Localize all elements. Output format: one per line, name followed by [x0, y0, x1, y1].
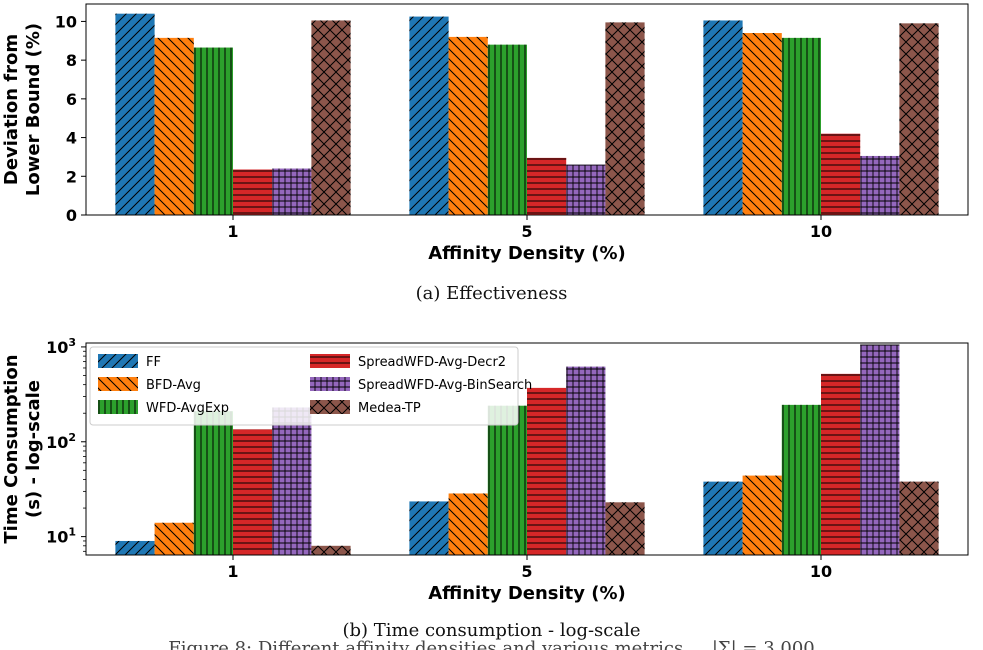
legend-entry-spreadwfd-avg-decr2: SpreadWFD-Avg-Decr2: [310, 354, 506, 370]
x-tick-label: 5: [521, 222, 532, 241]
figure-caption-partial: Figure 8: Different affinity densities a…: [168, 638, 815, 650]
legend-entry-bfd-avg: BFD-Avg: [98, 377, 201, 393]
y-tick-label: 101: [46, 526, 76, 547]
y-axis-label: (s) - log-scale: [23, 380, 44, 518]
bar-spreadwfd-avg-binsearch-5: [566, 366, 606, 555]
bar-medea-tp-10: [899, 481, 939, 555]
y-tick-label: 102: [46, 431, 76, 452]
bar-spreadwfd-avg-binsearch-1: [272, 407, 312, 555]
legend-label: WFD-AvgExp: [146, 401, 229, 416]
legend-entry-ff: FF: [98, 354, 161, 370]
bar-bfd-avg-5: [448, 493, 488, 555]
bar-ff-5: [409, 501, 449, 555]
y-tick-label: 4: [66, 129, 77, 148]
legend-label: FF: [146, 355, 161, 370]
effectiveness-chart: 0 2 4 6 8 10 1 5 10 Affinity Density (%) Deviation…: [1, 3, 969, 264]
bar-ff-10: [703, 481, 743, 555]
bar-medea-tp-5: [605, 22, 645, 215]
bar-spreadwfd-avg-binsearch-5: [566, 164, 606, 215]
x-tick-label: 1: [227, 562, 238, 581]
legend-label: Medea-TP: [358, 401, 421, 416]
bar-spreadwfd-avg-decr2-1: [233, 169, 273, 215]
bar-wfd-avgexp-5: [487, 405, 527, 555]
bar-spreadwfd-avg-binsearch-10: [860, 344, 900, 555]
bar-bfd-avg-5: [448, 36, 488, 215]
bar-medea-tp-5: [605, 502, 645, 555]
x-axis-label: Affinity Density (%): [428, 583, 626, 604]
bar-spreadwfd-avg-decr2-10: [821, 373, 861, 555]
bar-wfd-avgexp-10: [781, 37, 821, 216]
bar-ff-1: [115, 540, 155, 555]
x-tick-label: 1: [227, 222, 238, 241]
caption-time-consumption: (b) Time consumption - log-scale: [342, 620, 641, 641]
legend-label: SpreadWFD-Avg-Decr2: [358, 355, 506, 370]
y-axis-label: Time Consumption: [1, 354, 22, 543]
bar-ff-1: [115, 13, 155, 216]
bar-bfd-avg-1: [154, 37, 194, 216]
bar-spreadwfd-avg-decr2-5: [527, 157, 567, 215]
time-consumption-chart: 101 102 103 1 5 10 Affinity Density (%) Time Co…: [1, 336, 969, 604]
x-axis-label: Affinity Density (%): [428, 243, 626, 264]
legend: FF BFD-Avg WFD-AvgExp SpreadWFD-Avg-Decr2 Sp…: [89, 346, 532, 426]
y-tick-label: 2: [66, 167, 77, 186]
x-tick-label: 10: [810, 222, 832, 241]
bar-medea-tp-1: [311, 20, 351, 215]
bar-ff-5: [409, 16, 449, 216]
bar-wfd-avgexp-10: [781, 404, 821, 555]
bar-bfd-avg-10: [742, 33, 782, 215]
x-tick-label: 5: [521, 562, 532, 581]
bar-medea-tp-1: [311, 545, 351, 555]
y-axis-label: Lower Bound (%): [23, 23, 44, 196]
bar-spreadwfd-avg-binsearch-10: [860, 155, 900, 215]
y-tick-label: 6: [66, 90, 77, 109]
legend-entry-medea-tp: Medea-TP: [310, 400, 421, 416]
legend-entry-wfd-avgexp: WFD-AvgExp: [98, 400, 229, 416]
bar-ff-10: [703, 20, 743, 215]
bar-wfd-avgexp-1: [193, 47, 233, 215]
y-tick-label: 8: [66, 51, 77, 70]
legend-label: BFD-Avg: [146, 378, 201, 393]
bar-spreadwfd-avg-decr2-1: [233, 429, 273, 555]
caption-effectiveness: (a) Effectiveness: [415, 283, 568, 304]
bar-bfd-avg-1: [154, 522, 194, 555]
y-tick-label: 0: [66, 206, 77, 225]
y-tick-label: 10: [55, 12, 77, 31]
legend-entry-spreadwfd-avg-binsearch: SpreadWFD-Avg-BinSearch: [310, 377, 532, 393]
y-axis-label: Deviation from: [1, 34, 22, 185]
bar-spreadwfd-avg-decr2-10: [821, 133, 861, 215]
legend-label: SpreadWFD-Avg-BinSearch: [358, 378, 532, 393]
bar-wfd-avgexp-5: [487, 44, 527, 216]
bar-spreadwfd-avg-binsearch-1: [272, 168, 312, 215]
bar-medea-tp-10: [899, 23, 939, 215]
x-tick-label: 10: [810, 562, 832, 581]
legend-box: [89, 346, 519, 426]
bar-wfd-avgexp-1: [193, 411, 233, 555]
y-tick-label: 103: [46, 336, 76, 357]
bar-bfd-avg-10: [742, 475, 782, 555]
bar-spreadwfd-avg-decr2-5: [527, 387, 567, 555]
